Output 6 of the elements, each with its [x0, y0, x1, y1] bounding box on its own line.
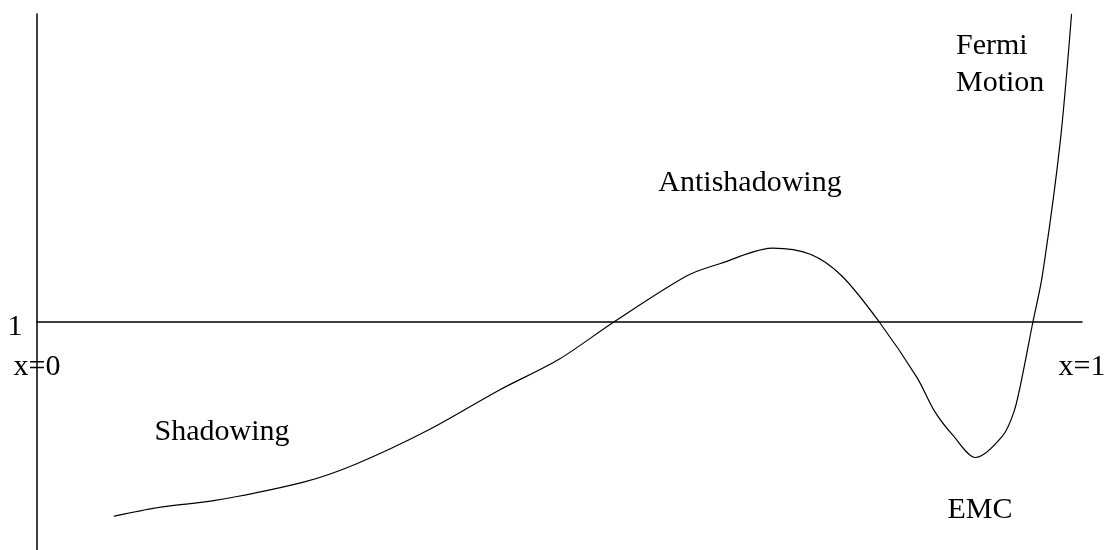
- annotation: EMC: [947, 490, 1013, 524]
- annotation: Shadowing: [154, 412, 290, 446]
- text: 1: [7, 307, 23, 341]
- annotation: Antishadowing: [658, 163, 842, 197]
- annotation: Fermi Motion: [956, 27, 1045, 97]
- x-tick-label: x=1: [1058, 347, 1106, 381]
